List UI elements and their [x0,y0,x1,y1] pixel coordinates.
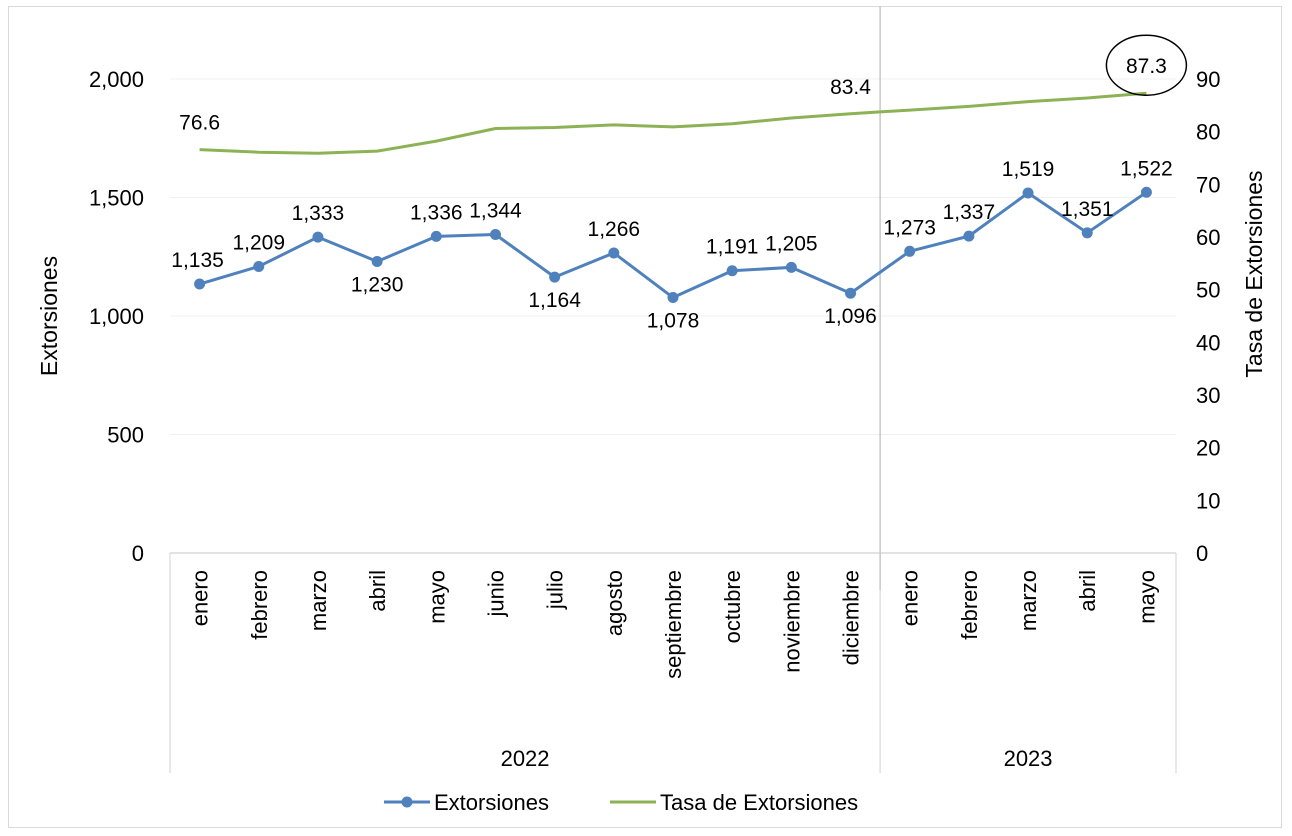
x-tick-label: septiembre [661,570,686,679]
x-tick-label: mayo [424,570,449,624]
highlight-circle [1105,34,1188,96]
right-axis-ticks: 0 10 20 30 40 50 60 70 80 90 [1196,67,1220,566]
x-tick-label: enero [188,570,213,626]
data-point [667,292,679,304]
y-left-tick: 1,000 [89,304,144,329]
data-point [845,287,857,299]
year-group-label: 2022 [501,746,550,771]
y-right-tick: 70 [1196,172,1220,197]
series-line-tasa [199,91,1147,155]
legend: Extorsiones Tasa de Extorsiones [384,790,858,815]
y-right-tick: 50 [1196,278,1220,303]
y-right-tick: 80 [1196,120,1220,145]
x-tick-label: octubre [720,570,745,643]
data-point [1081,227,1093,239]
x-tick-label: diciembre [839,570,864,665]
data-point [963,230,975,242]
data-label-tasa: 87.3 [1126,55,1167,78]
data-label-extorsiones: 1,351 [1061,198,1114,221]
data-label-extorsiones: 1,519 [1002,158,1055,181]
data-label-extorsiones: 1,078 [647,310,700,333]
data-label-extorsiones: 1,191 [706,236,759,259]
legend-marker-extorsiones [401,796,413,808]
data-label-extorsiones: 1,266 [588,218,641,241]
data-label-extorsiones: 1,273 [883,216,936,239]
y-right-tick: 0 [1196,541,1208,566]
y-axis-left-title: Extorsiones [36,256,62,376]
data-point [726,265,738,277]
data-point [312,231,324,243]
y-right-tick: 90 [1196,67,1220,92]
data-label-tasa: 76.6 [179,112,220,135]
x-tick-label: julio [543,570,568,610]
data-point [904,245,916,257]
category-labels: enero febrero marzo abril mayo junio julio agos… [188,570,1160,679]
data-point [371,255,383,267]
data-label-extorsiones: 1,164 [528,289,581,312]
data-point [253,260,265,272]
x-tick-label: agosto [602,570,627,636]
x-tick-label: abril [365,570,390,612]
y-axis-right-title: Tasa de Extorsiones [1241,170,1267,377]
data-label-extorsiones: 1,209 [232,231,285,254]
x-tick-label: mayo [1134,570,1159,624]
y-right-tick: 20 [1196,436,1220,461]
chart-frame [8,6,1282,828]
data-point [608,247,620,259]
year-group-label: 2023 [1004,746,1053,771]
data-label-tasa: 83.4 [830,76,871,99]
legend-label-tasa: Tasa de Extorsiones [660,790,858,815]
gridlines [170,78,1176,435]
data-point [1022,187,1034,199]
x-tick-label: abril [1075,570,1100,612]
data-label-extorsiones: 1,096 [824,305,877,328]
y-left-tick: 2,000 [89,67,144,92]
data-labels: 1,135 1,209 1,333 1,230 1,336 1,344 1,164 1,266… [171,34,1188,333]
left-axis-ticks: 0 500 1,000 1,500 2,000 [89,67,144,566]
y-left-tick: 0 [132,541,144,566]
data-label-extorsiones: 1,336 [410,201,463,224]
y-right-tick: 10 [1196,488,1220,513]
data-label-extorsiones: 1,230 [351,273,404,296]
x-tick-label: marzo [306,570,331,631]
data-point [785,261,797,273]
data-label-extorsiones: 1,135 [171,249,224,272]
x-tick-label: febrero [247,570,272,640]
y-left-tick: 1,500 [89,186,144,211]
data-point [1140,186,1152,198]
data-label-extorsiones: 1,344 [469,199,522,222]
x-tick-label: marzo [1016,570,1041,631]
y-left-tick: 500 [107,423,144,448]
data-point [489,228,501,240]
x-tick-label: noviembre [779,570,804,673]
data-point [194,278,206,290]
x-tick-label: enero [898,570,923,626]
data-label-extorsiones: 1,333 [292,202,345,225]
x-tick-label: junio [483,570,508,617]
x-tick-label: febrero [957,570,982,640]
year-group-labels: 2022 2023 [501,746,1053,771]
data-point [549,271,561,283]
data-label-extorsiones: 1,205 [765,232,818,255]
series-tasa [199,91,1147,155]
legend-label-extorsiones: Extorsiones [434,790,549,815]
data-point [430,230,442,242]
y-right-tick: 60 [1196,225,1220,250]
y-right-tick: 30 [1196,383,1220,408]
data-label-extorsiones: 1,522 [1120,157,1173,180]
axes [169,6,1177,773]
y-right-tick: 40 [1196,330,1220,355]
series-extorsiones [194,186,1152,304]
data-label-extorsiones: 1,337 [943,201,996,224]
